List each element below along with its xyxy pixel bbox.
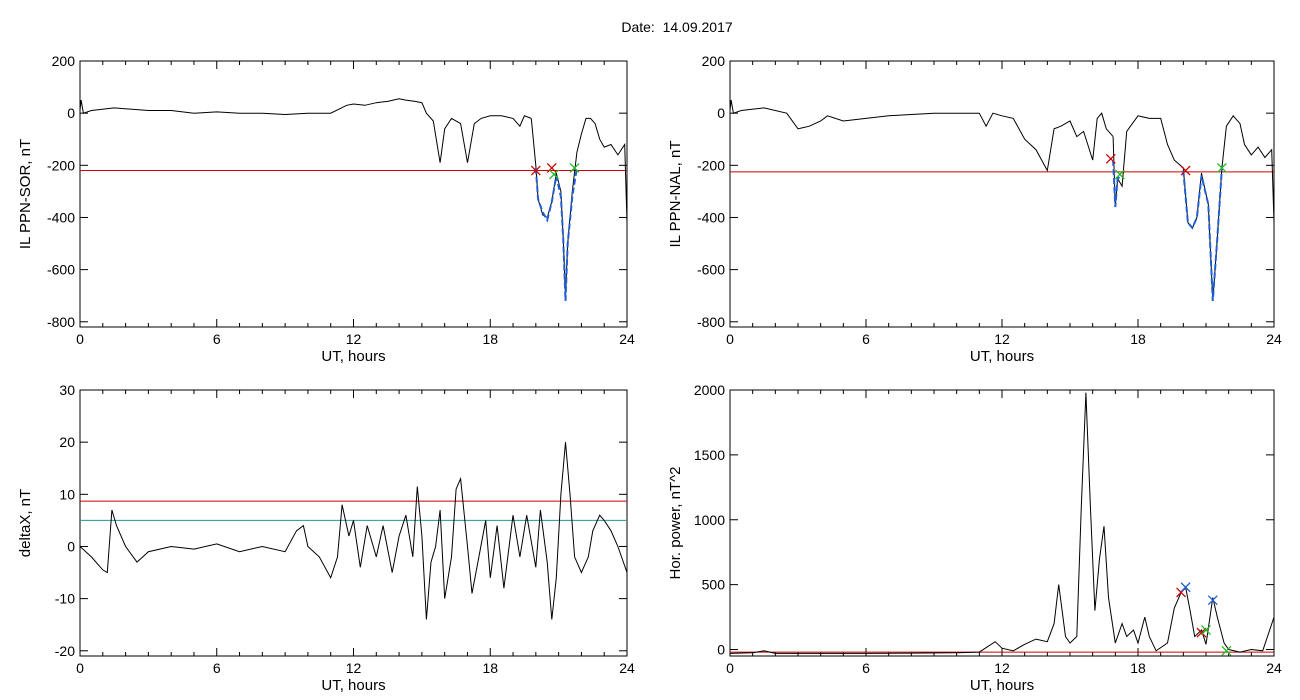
plot-frame: [79, 60, 628, 328]
plot-area: [80, 98, 627, 301]
plot-frame: [729, 60, 1275, 328]
y-tick-label: 0: [717, 105, 725, 121]
x-axis-label: UT, hours: [970, 677, 1034, 694]
y-axis-label: IL PPN-NAL, nT: [667, 141, 684, 248]
x-tick-label: 12: [994, 331, 1010, 347]
y-axis-label: IL PPN-SOR, nT: [17, 139, 34, 249]
series-line: [80, 442, 627, 620]
x-tick-label: 0: [726, 660, 734, 676]
y-tick-label: 0: [67, 105, 75, 121]
y-tick-label: -800: [697, 314, 725, 330]
y-tick-label: -600: [47, 262, 75, 278]
y-tick-label: 200: [52, 53, 76, 69]
highlight-segment: [534, 167, 578, 301]
series-line: [1112, 114, 1274, 301]
x-tick-label: 24: [1266, 331, 1282, 347]
x-tick-label: 12: [346, 660, 362, 676]
series-line: [730, 100, 1114, 173]
plot-area: [80, 442, 627, 620]
y-tick-label: 0: [717, 642, 725, 658]
highlight-segment: [1182, 167, 1223, 301]
x-tick-label: 6: [213, 660, 221, 676]
x-tick-label: 18: [482, 660, 498, 676]
panel-hor-power: 0 6 12 18 24 2000 1500 1000 500 0 UT, hours Hor. po…: [667, 382, 1282, 694]
highlight-segment: [1112, 160, 1123, 208]
series-line: [530, 117, 627, 296]
plot-frame: [729, 389, 1275, 657]
y-axis-label: Hor. power, nT^2: [667, 467, 684, 580]
y-axis-label: deltaX, nT: [17, 489, 34, 557]
y-tick-label: 200: [702, 53, 726, 69]
marker-green: [569, 162, 580, 173]
y-tick-label: -800: [47, 314, 75, 330]
plot-area: [730, 100, 1274, 301]
x-axis-label: UT, hours: [970, 348, 1034, 365]
y-tick-label: -400: [697, 209, 725, 225]
x-tick-label: 12: [994, 660, 1010, 676]
plot-area: [730, 392, 1274, 656]
marker-green: [1201, 625, 1211, 636]
marker-red: [1196, 627, 1207, 638]
x-tick-label: 24: [619, 331, 635, 347]
series-line: [730, 392, 1274, 654]
x-axis-label: UT, hours: [321, 677, 385, 694]
y-tick-label: -400: [47, 209, 75, 225]
marker-red: [530, 165, 541, 176]
marker-green: [1221, 645, 1232, 656]
x-axis-label: UT, hours: [321, 348, 385, 365]
series-line: [80, 98, 532, 163]
y-tick-label: 30: [59, 382, 75, 398]
marker-red: [1105, 153, 1116, 164]
x-tick-label: 18: [482, 331, 498, 347]
page-title: Date: 14.09.2017: [621, 19, 733, 35]
marker-blue: [1180, 582, 1191, 593]
y-tick-label: -10: [55, 591, 75, 607]
x-tick-label: 18: [1130, 331, 1146, 347]
x-tick-label: 0: [726, 331, 734, 347]
y-tick-label: -200: [47, 157, 75, 173]
x-tick-label: 0: [76, 660, 84, 676]
marker-green: [549, 169, 560, 180]
marker-red: [546, 162, 557, 173]
panel-il-nal: 0 6 12 18 24 200 0 -200 -400 -600 -800 UT, hours IL …: [667, 53, 1282, 365]
x-tick-label: 6: [862, 660, 870, 676]
marker-red: [1180, 165, 1191, 176]
marker-green: [1216, 162, 1227, 173]
y-tick-label: -600: [697, 262, 725, 278]
y-tick-label: 500: [702, 577, 726, 593]
y-tick-label: 0: [67, 538, 75, 554]
x-tick-label: 24: [1266, 660, 1282, 676]
y-tick-label: -200: [697, 157, 725, 173]
panel-deltax: 0 6 12 18 24 30 20 10 0 -10 -20 UT, hours deltaX, nT: [17, 382, 635, 694]
x-tick-label: 6: [213, 331, 221, 347]
y-tick-label: 1000: [694, 512, 725, 528]
y-tick-label: 2000: [694, 382, 725, 398]
y-tick-label: 20: [59, 434, 75, 450]
y-tick-label: 10: [59, 486, 75, 502]
x-tick-label: 18: [1130, 660, 1146, 676]
x-tick-label: 12: [346, 331, 362, 347]
y-tick-label: 1500: [694, 447, 725, 463]
marker-green: [1114, 169, 1125, 180]
x-tick-label: 6: [862, 331, 870, 347]
x-tick-label: 0: [76, 331, 84, 347]
marker-blue: [1207, 595, 1218, 606]
y-tick-label: -20: [55, 643, 75, 659]
x-tick-label: 24: [619, 660, 635, 676]
panel-il-sor: 0 6 12 18 24 200 0 -200 -400 -600 -800 UT, hours IL …: [17, 53, 635, 365]
